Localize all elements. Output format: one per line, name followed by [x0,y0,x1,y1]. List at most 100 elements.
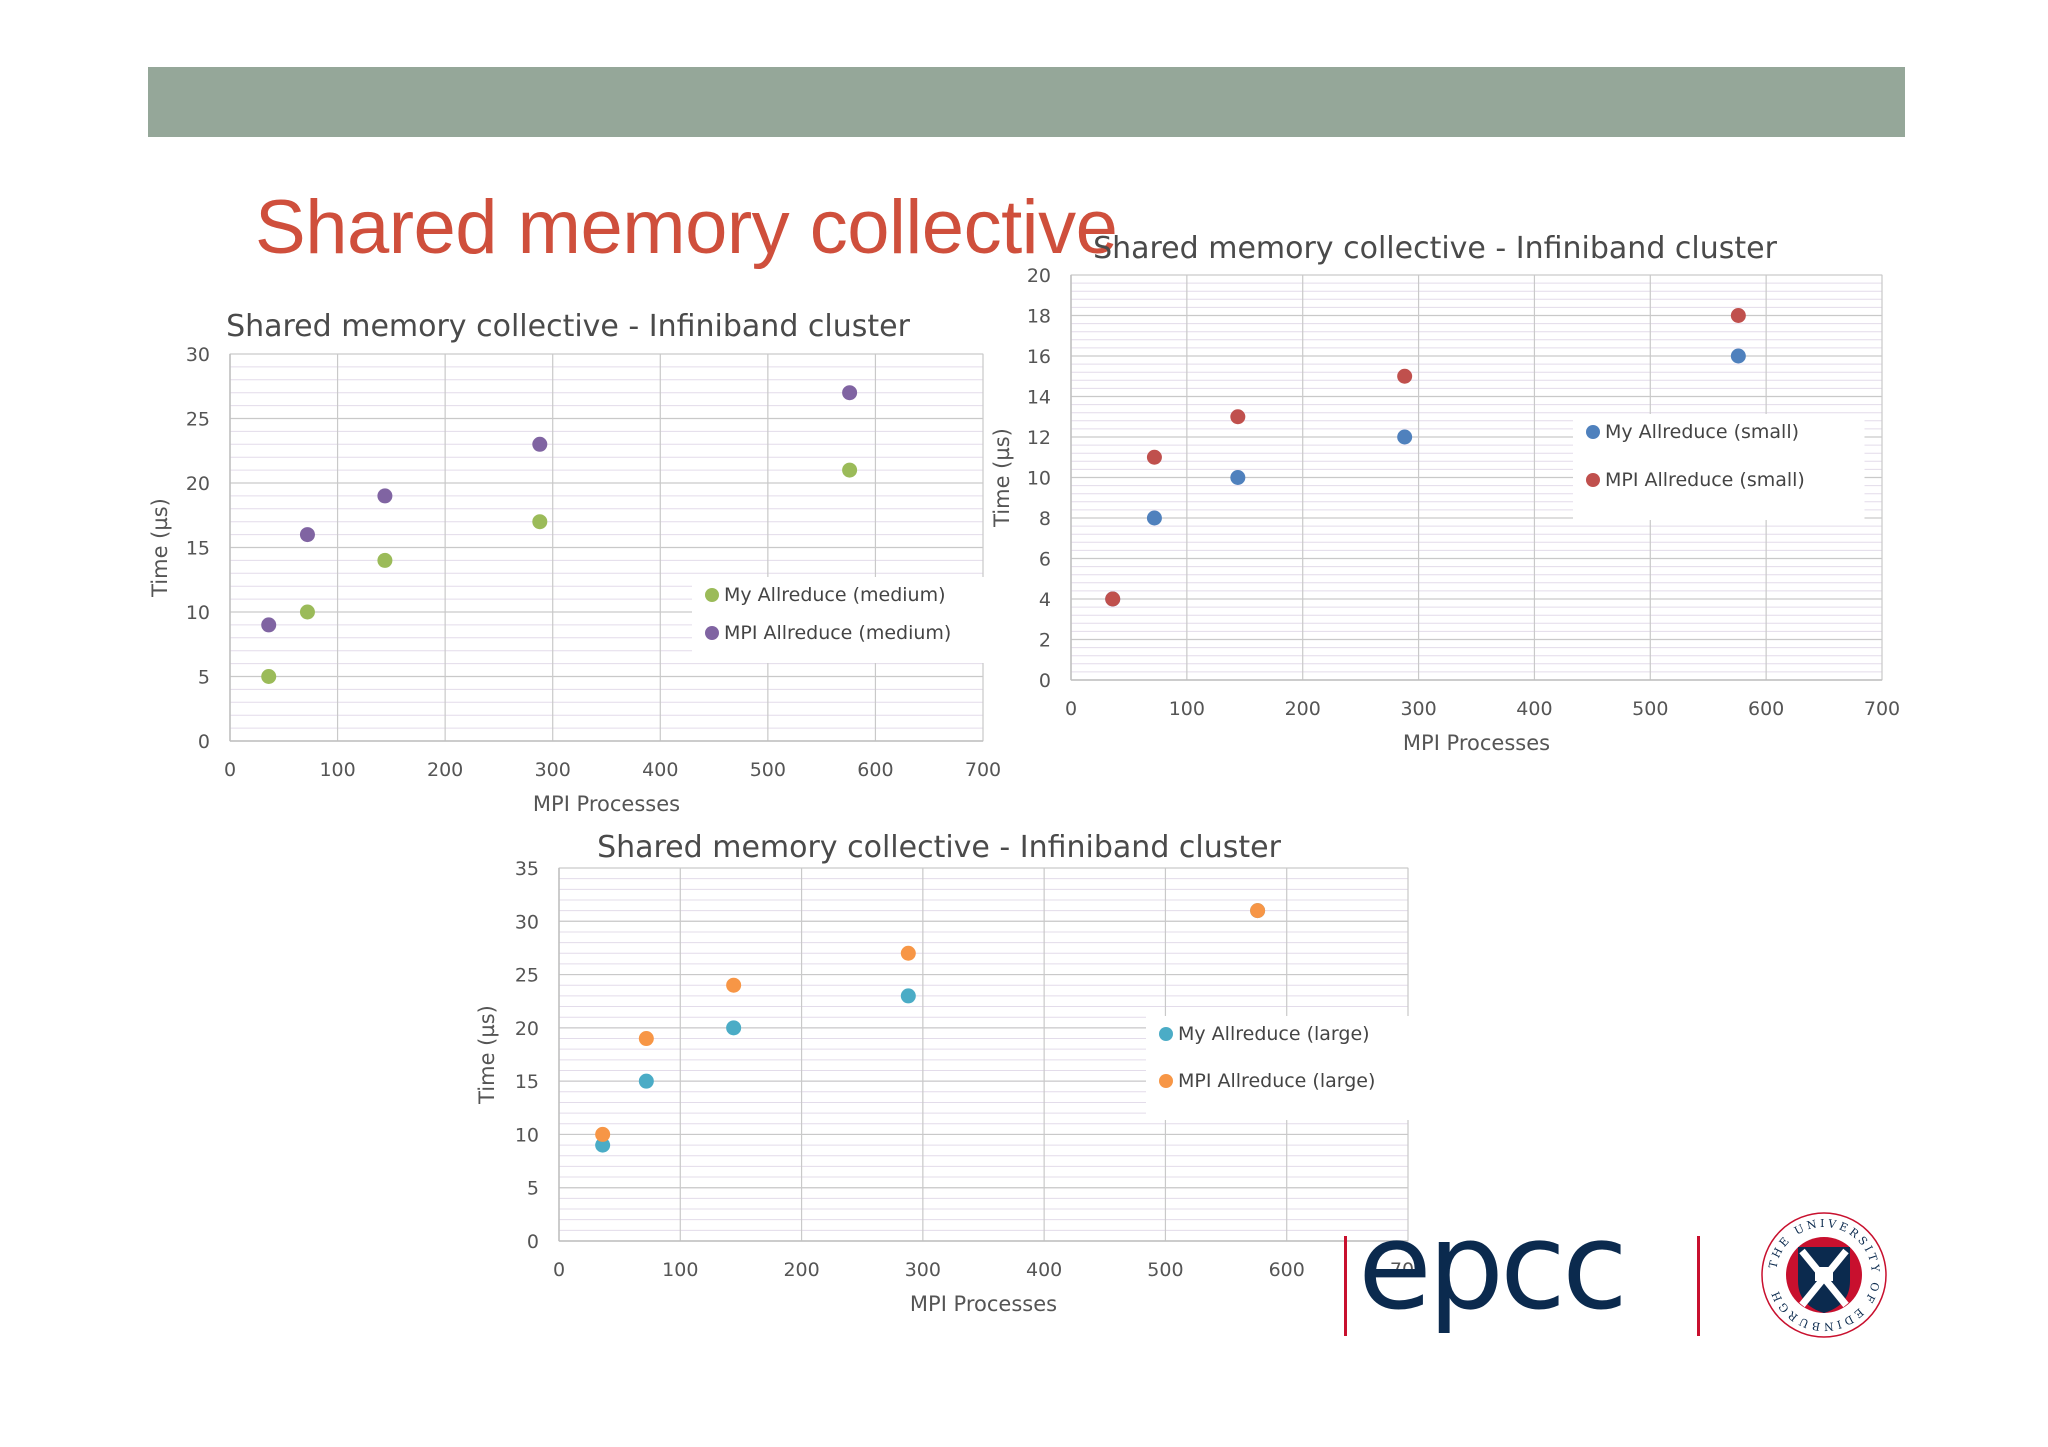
data-point [1730,348,1746,364]
y-tick-label: 18 [1027,306,1051,328]
chart-title: Shared memory collective - Infiniband cl… [597,830,1282,865]
data-point [1397,368,1413,384]
legend: My Allreduce (large) MPI Allreduce (large… [1146,1016,1438,1120]
epcc-right-bar [1697,1236,1700,1336]
y-tick-label: 5 [527,1178,539,1200]
y-axis-label: Time (µs) [990,428,1014,528]
data-point [1230,470,1246,485]
data-point [1146,449,1162,465]
data-point [726,1020,742,1036]
y-tick-label: 20 [186,473,210,495]
legend-marker [705,588,719,602]
y-tick-label: 14 [1027,387,1051,409]
x-tick-label: 500 [1147,1259,1183,1281]
x-axis-label: MPI Processes [910,1292,1057,1316]
data-point [842,462,858,478]
y-tick-label: 0 [1039,670,1051,692]
x-tick-label: 600 [1748,698,1784,720]
y-tick-label: 0 [198,731,210,753]
legend-entry: My Allreduce (small) [1605,421,1799,443]
x-tick-label: 500 [1632,698,1668,720]
legend-marker [1159,1074,1173,1088]
x-tick-label: 300 [535,759,571,781]
legend-marker [705,626,719,640]
x-tick-label: 200 [783,1259,819,1281]
x-tick-label: 0 [1065,698,1077,720]
data-point [261,669,277,684]
slide-title: Shared memory collective [255,185,1118,270]
y-tick-label: 4 [1039,589,1051,611]
legend-entry: My Allreduce (medium) [724,584,946,606]
data-point [377,552,393,568]
data-point [532,436,548,452]
legend-entry: My Allreduce (large) [1178,1023,1370,1045]
data-point [842,385,858,401]
y-tick-label: 10 [515,1124,539,1146]
legend-entry: MPI Allreduce (medium) [724,622,951,644]
y-tick-label: 16 [1027,346,1051,368]
legend: My Allreduce (medium) MPI Allreduce (medi… [692,577,995,663]
y-tick-label: 30 [186,344,210,366]
data-point [595,1126,611,1142]
data-point [261,617,277,633]
data-point [377,488,393,504]
y-tick-label: 0 [527,1231,539,1253]
x-tick-label: 0 [224,759,236,781]
y-tick-label: 8 [1039,508,1051,530]
x-tick-label: 700 [1390,1259,1426,1281]
legend-entry: MPI Allreduce (large) [1178,1070,1375,1092]
chart-title: Shared memory collective - Infiniband cl… [1093,231,1778,266]
chart-title: Shared memory collective - Infiniband cl… [226,309,911,344]
legend-marker [1159,1027,1173,1041]
legend: My Allreduce (small) MPI Allreduce (small… [1573,414,1865,520]
y-axis-label: Time (µs) [475,1005,499,1105]
x-axis-label: MPI Processes [533,792,680,816]
y-tick-label: 12 [1027,427,1051,449]
y-tick-label: 10 [1027,468,1051,490]
x-tick-label: 600 [1269,1259,1305,1281]
data-point [595,1137,611,1153]
y-tick-label: 15 [515,1071,539,1093]
university-crest-icon: THE UNIVERSITY OF EDINBURGH [1761,1212,1887,1338]
data-point [299,604,315,620]
x-tick-label: 600 [857,759,893,781]
data-point [1105,591,1121,607]
legend-background [1573,414,1865,520]
epcc-left-bar [1344,1236,1347,1336]
x-tick-label: 700 [965,759,1001,781]
x-tick-label: 0 [553,1259,565,1281]
y-tick-label: 25 [186,409,210,431]
y-tick-label: 15 [186,538,210,560]
epcc-logo-text: epcc [1358,1198,1624,1337]
x-tick-label: 200 [1285,698,1321,720]
data-point [638,1073,654,1089]
data-point [638,1031,654,1047]
legend-entry: MPI Allreduce (small) [1605,469,1805,491]
x-tick-label: 500 [750,759,786,781]
data-point [900,945,916,961]
y-tick-label: 2 [1039,630,1051,652]
legend-marker [1586,425,1600,439]
y-tick-label: 35 [515,858,539,880]
y-tick-label: 20 [515,1018,539,1040]
legend-background [692,577,995,663]
x-tick-label: 400 [642,759,678,781]
y-tick-label: 20 [1027,265,1051,287]
y-tick-label: 10 [186,602,210,624]
legend-marker [1586,473,1600,487]
x-tick-label: 300 [905,1259,941,1281]
data-point [1250,903,1266,919]
data-point [1730,308,1746,323]
data-point [1397,429,1413,445]
y-tick-label: 6 [1039,549,1051,571]
x-tick-label: 100 [1169,698,1205,720]
y-axis-label: Time (µs) [148,498,172,598]
x-tick-label: 700 [1864,698,1900,720]
data-point [1146,510,1162,526]
data-point [1230,409,1246,425]
data-point [532,514,548,530]
x-axis-label: MPI Processes [1403,731,1550,755]
data-point [299,527,315,543]
